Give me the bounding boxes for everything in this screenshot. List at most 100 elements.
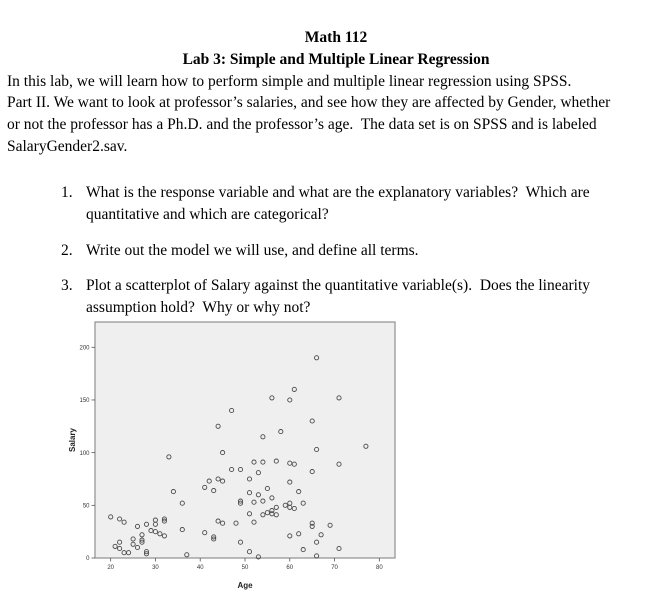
- question-number: 2.: [61, 241, 73, 259]
- question-list: 1. What is the response variable and wha…: [61, 168, 661, 319]
- intro-paragraph-line: or not the professor has a Ph.D. and the…: [7, 116, 597, 134]
- data-point: [143, 521, 150, 527]
- data-point: [251, 499, 257, 505]
- x-tick-label: 20: [107, 565, 114, 571]
- data-point: [309, 418, 315, 424]
- data-point: [139, 532, 145, 538]
- document-text: Math 112 Lab 3: Simple and Multiple Line…: [0, 27, 672, 158]
- data-point: [273, 458, 279, 464]
- data-point: [363, 443, 369, 449]
- lab-title: Lab 3: Simple and Multiple Linear Regres…: [182, 50, 490, 68]
- data-point: [134, 544, 141, 551]
- data-point: [121, 519, 127, 525]
- data-point: [296, 489, 302, 495]
- x-tick-label: 70: [331, 565, 338, 571]
- data-point: [309, 520, 315, 526]
- data-point: [246, 511, 253, 517]
- data-point: [220, 450, 226, 456]
- data-point: [300, 500, 306, 506]
- data-point: [336, 395, 342, 401]
- data-point: [139, 537, 145, 543]
- data-point: [314, 553, 320, 559]
- data-point: [291, 461, 297, 467]
- data-point: [269, 508, 275, 514]
- data-point: [255, 492, 261, 498]
- data-point: [161, 518, 167, 524]
- data-point: [251, 519, 257, 525]
- data-point: [314, 446, 320, 453]
- data-point: [314, 539, 320, 545]
- data-point: [166, 454, 172, 460]
- data-point: [161, 533, 167, 539]
- data-point: [139, 539, 145, 545]
- y-tick-label: 200: [79, 345, 90, 351]
- data-point: [287, 479, 293, 485]
- data-point: [260, 498, 266, 504]
- question-number: 3.: [61, 277, 73, 295]
- x-tick-label: 40: [197, 565, 204, 571]
- data-point: [246, 549, 253, 555]
- data-point: [202, 484, 208, 490]
- data-point: [260, 459, 266, 465]
- data-point: [255, 470, 261, 476]
- data-point: [287, 397, 293, 403]
- intro-paragraph-line: Part II. We want to look at professor’s …: [7, 94, 611, 112]
- data-point: [287, 460, 293, 466]
- scatterplot-figure: 20 30 40 50 60 70 80 0 50 100 150 200 Age Salary: [63, 316, 403, 608]
- data-point: [264, 510, 270, 516]
- data-point: [237, 500, 244, 506]
- data-point: [273, 504, 279, 510]
- y-tick-label: 100: [79, 451, 90, 457]
- question-item-2: 2. Write out the model we will use, and …: [61, 240, 661, 262]
- question-number: 1.: [61, 184, 73, 201]
- data-point: [260, 434, 266, 440]
- data-point: [117, 545, 123, 552]
- question-text: What is the response variable and what a…: [86, 184, 590, 223]
- data-point: [215, 518, 221, 524]
- data-point: [143, 549, 150, 555]
- y-tick-label: 50: [83, 504, 90, 510]
- y-axis-title: Salary: [68, 427, 77, 452]
- x-tick-label: 60: [286, 565, 293, 571]
- data-point: [157, 531, 163, 537]
- scatterplot: 20 30 40 50 60 70 80 0 50 100 150 200 Age Salary: [68, 321, 396, 590]
- y-tick-label: 0: [86, 556, 90, 562]
- data-point: [215, 476, 221, 482]
- data-point: [291, 386, 297, 392]
- data-point: [143, 551, 150, 557]
- data-point: [220, 478, 226, 484]
- x-tick-label: 50: [242, 565, 249, 571]
- data-point: [130, 541, 136, 547]
- data-point: [152, 521, 158, 527]
- data-point: [309, 469, 315, 475]
- data-point: [108, 514, 114, 520]
- data-point: [278, 429, 284, 435]
- data-point: [296, 531, 302, 537]
- data-point: [287, 533, 293, 539]
- data-point: [260, 512, 266, 518]
- data-point: [179, 500, 185, 506]
- data-point: [314, 355, 320, 361]
- intro-paragraph-line: In this lab, we will learn how to perfor…: [7, 72, 572, 90]
- data-point: [206, 478, 212, 484]
- x-tick-label: 30: [152, 565, 159, 571]
- data-point: [300, 547, 306, 553]
- data-point: [237, 498, 244, 504]
- data-point: [318, 532, 324, 538]
- course-title: Math 112: [304, 29, 368, 46]
- data-point: [202, 530, 208, 536]
- data-point: [255, 554, 261, 560]
- data-point: [291, 505, 297, 512]
- data-point: [112, 543, 118, 549]
- data-point: [211, 536, 217, 542]
- data-point: [251, 459, 257, 465]
- data-point: [336, 545, 342, 552]
- data-point: [211, 488, 217, 494]
- data-point: [117, 539, 123, 545]
- data-point: [246, 490, 253, 496]
- data-point: [152, 529, 158, 535]
- data-point: [336, 461, 342, 467]
- data-point: [229, 466, 235, 473]
- x-axis-title: Age: [237, 581, 253, 590]
